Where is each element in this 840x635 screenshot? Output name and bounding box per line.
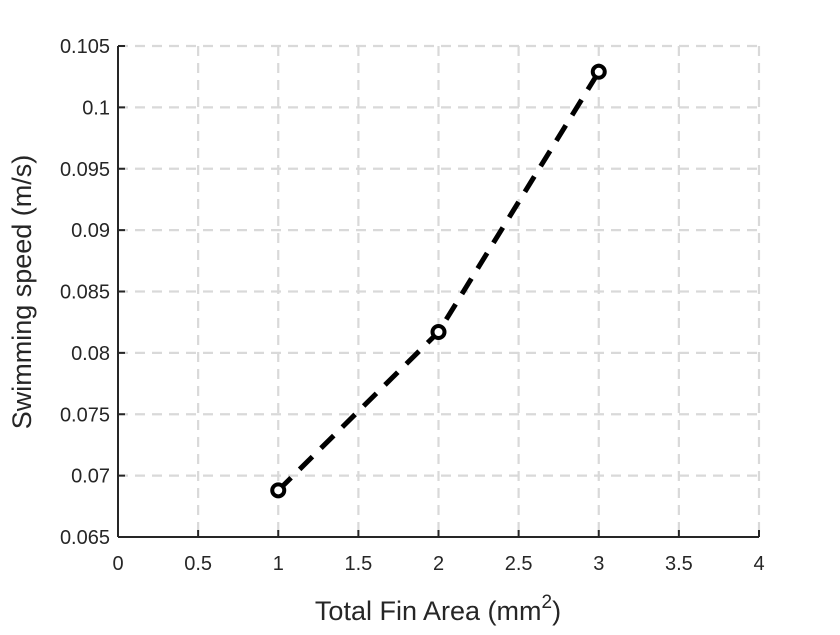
x-axis-title-suffix: ) (552, 596, 561, 626)
x-axis-title: Total Fin Area (mm2) (315, 592, 561, 626)
data-series (270, 63, 607, 499)
y-tick-label: 0.105 (60, 36, 110, 58)
y-tick-label: 0.09 (71, 220, 110, 242)
x-tick-label: 1.5 (344, 553, 372, 575)
x-tick-label: 3.5 (665, 553, 693, 575)
x-tick-label: 2.5 (505, 553, 533, 575)
data-point-marker (590, 63, 607, 80)
y-tick-label: 0.065 (60, 527, 110, 549)
data-point-marker (270, 482, 287, 499)
grid (118, 44, 761, 537)
x-axis-title-main: Total Fin Area (mm (315, 596, 542, 626)
y-tick-label: 0.075 (60, 404, 110, 426)
y-tick-label: 0.08 (71, 343, 110, 365)
x-tick-label: 0.5 (184, 553, 212, 575)
x-tick-label: 2 (433, 553, 444, 575)
x-tick-label: 4 (753, 553, 764, 575)
axes (117, 45, 760, 538)
y-tick-label: 0.1 (82, 97, 110, 119)
y-tick-label: 0.07 (71, 466, 110, 488)
y-axis-title: Swimming speed (m/s) (7, 155, 37, 430)
x-tick-label: 3 (593, 553, 604, 575)
y-tick-label: 0.085 (60, 282, 110, 304)
x-tick-label: 0 (112, 553, 123, 575)
y-tick-label: 0.095 (60, 159, 110, 181)
x-axis-title-superscript: 2 (541, 592, 552, 613)
x-tick-label: 1 (273, 553, 284, 575)
tick-labels: 0 0.5 1 1.5 2 2.5 3 3.5 4 0.065 0.07 0.075 0.08 0.085… (60, 36, 765, 575)
data-point-marker (430, 324, 447, 341)
